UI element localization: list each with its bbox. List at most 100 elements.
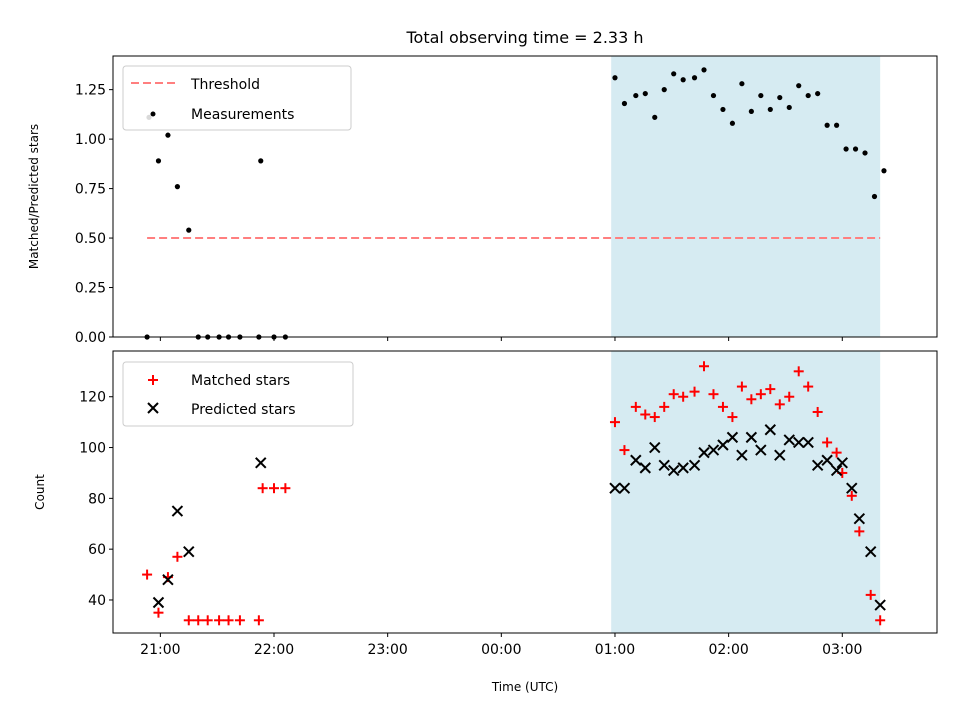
measurement-point <box>871 193 878 200</box>
predicted-star-stroke-b <box>152 596 165 609</box>
matched-star-point <box>875 615 886 626</box>
count-y-axis-label: Count <box>33 474 47 510</box>
y-tick-label: 120 <box>79 390 106 406</box>
count-panel-frame <box>112 350 938 634</box>
predicted-star-stroke-b <box>677 462 689 474</box>
predicted-star-point <box>853 512 866 525</box>
measurement-point <box>748 108 754 115</box>
predicted-star-point <box>764 424 777 436</box>
measurement-point <box>642 90 648 97</box>
matched-star-point <box>223 615 234 626</box>
measurement-point <box>881 168 887 174</box>
matched-stars-points <box>142 361 886 626</box>
predicted-star-point <box>726 431 739 444</box>
y-tick-label: 0.00 <box>75 330 106 346</box>
matched-star-point <box>214 615 225 626</box>
x-tick-label: 01:00 <box>595 642 635 658</box>
measurement-point <box>843 146 849 152</box>
matched-star-point <box>765 384 776 395</box>
measurement-point <box>165 132 171 138</box>
predicted-star-point <box>830 464 843 477</box>
ratio-panel: 0.00 0.25 0.50 0.75 1.00 1.25 Total observing… <box>27 28 938 346</box>
y-tick-label: 1.25 <box>75 83 106 99</box>
predicted-star-point <box>836 457 848 469</box>
predicted-star-point <box>707 444 720 456</box>
measurement-point <box>612 75 618 81</box>
legend-predicted-swatch <box>147 402 159 414</box>
matched-star-point <box>630 401 641 412</box>
y-tick-label: 0.25 <box>75 281 106 297</box>
matched-star-point <box>153 607 164 618</box>
predicted-star-stroke-b <box>783 434 795 446</box>
matched-star-point <box>183 615 194 626</box>
predicted-star-stroke-b <box>874 599 886 611</box>
predicted-star-point <box>793 436 805 449</box>
predicted-star-point <box>864 545 877 558</box>
predicted-star-stroke-b <box>609 482 621 494</box>
measurement-point <box>786 104 792 111</box>
matched-star-point <box>717 401 728 412</box>
x-tick-label: 02:00 <box>708 642 748 658</box>
matched-star-point <box>142 569 153 580</box>
predicted-star-point <box>171 505 184 517</box>
measurement-point <box>691 75 698 81</box>
matched-star-point <box>619 445 630 456</box>
legend-predicted-label: Predicted stars <box>191 402 296 418</box>
measurement-point <box>796 83 802 89</box>
predicted-star-stroke-b <box>688 459 701 472</box>
measurement-point <box>720 106 726 113</box>
y-tick-label: 80 <box>88 491 106 507</box>
measurement-point <box>805 92 811 99</box>
predicted-star-stroke-b <box>658 459 670 472</box>
predicted-star-stroke-b <box>667 464 680 477</box>
measurement-point <box>633 92 639 99</box>
predicted-star-point <box>639 462 651 474</box>
x-tick-label: 21:00 <box>140 642 180 658</box>
measurement-point <box>739 81 745 87</box>
ratio-y-axis-label: Matched/Predicted stars <box>27 124 41 269</box>
matched-star-point <box>234 615 245 626</box>
measurement-point <box>852 146 859 152</box>
y-tick-label: 100 <box>79 441 106 457</box>
chart-title: Total observing time = 2.33 h <box>405 28 643 47</box>
measurement-point <box>777 94 783 101</box>
count-panel: 40 60 80 100 120 21:00 22:00 23:00 00:00 01:00 02… <box>33 350 938 694</box>
x-tick-label: 23:00 <box>367 642 407 658</box>
predicted-star-stroke-b <box>736 449 748 461</box>
matched-star-point <box>257 483 268 494</box>
matched-star-point <box>803 381 814 392</box>
predicted-star-stroke-b <box>707 444 720 456</box>
count-y-ticks: 40 60 80 100 120 <box>79 390 113 609</box>
measurement-point <box>621 100 628 107</box>
measurement-point <box>862 150 868 156</box>
matched-star-point <box>699 361 710 372</box>
predicted-star-stroke-b <box>745 431 758 444</box>
predicted-star-point <box>774 449 786 461</box>
predicted-star-stroke-b <box>726 431 739 444</box>
predicted-star-point <box>609 482 621 494</box>
predicted-star-stroke-b <box>821 454 833 466</box>
matched-star-point <box>609 417 620 428</box>
y-tick-label: 0.75 <box>75 182 106 198</box>
y-tick-label: 0.50 <box>75 231 106 247</box>
y-tick-label: 1.00 <box>75 132 106 148</box>
matched-star-point <box>755 389 766 400</box>
matched-star-point <box>746 394 757 405</box>
predicted-star-point <box>783 434 795 446</box>
matched-star-point <box>784 391 795 402</box>
time-x-axis-label: Time (UTC) <box>491 680 558 694</box>
predicted-star-point <box>162 573 174 586</box>
predicted-star-stroke-b <box>630 454 642 466</box>
measurement-point <box>186 227 192 233</box>
predicted-star-point <box>677 462 689 474</box>
predicted-star-stroke-b <box>755 444 767 456</box>
matched-star-point <box>172 551 183 562</box>
x-tick-label: 22:00 <box>254 642 294 658</box>
predicted-star-point <box>649 441 661 454</box>
matched-star-point <box>854 526 865 537</box>
y-tick-label: 40 <box>88 593 106 609</box>
predicted-star-point <box>811 459 824 472</box>
matched-star-point <box>708 389 719 400</box>
matched-star-point <box>202 615 213 626</box>
legend-matched-label: Matched stars <box>191 373 290 389</box>
